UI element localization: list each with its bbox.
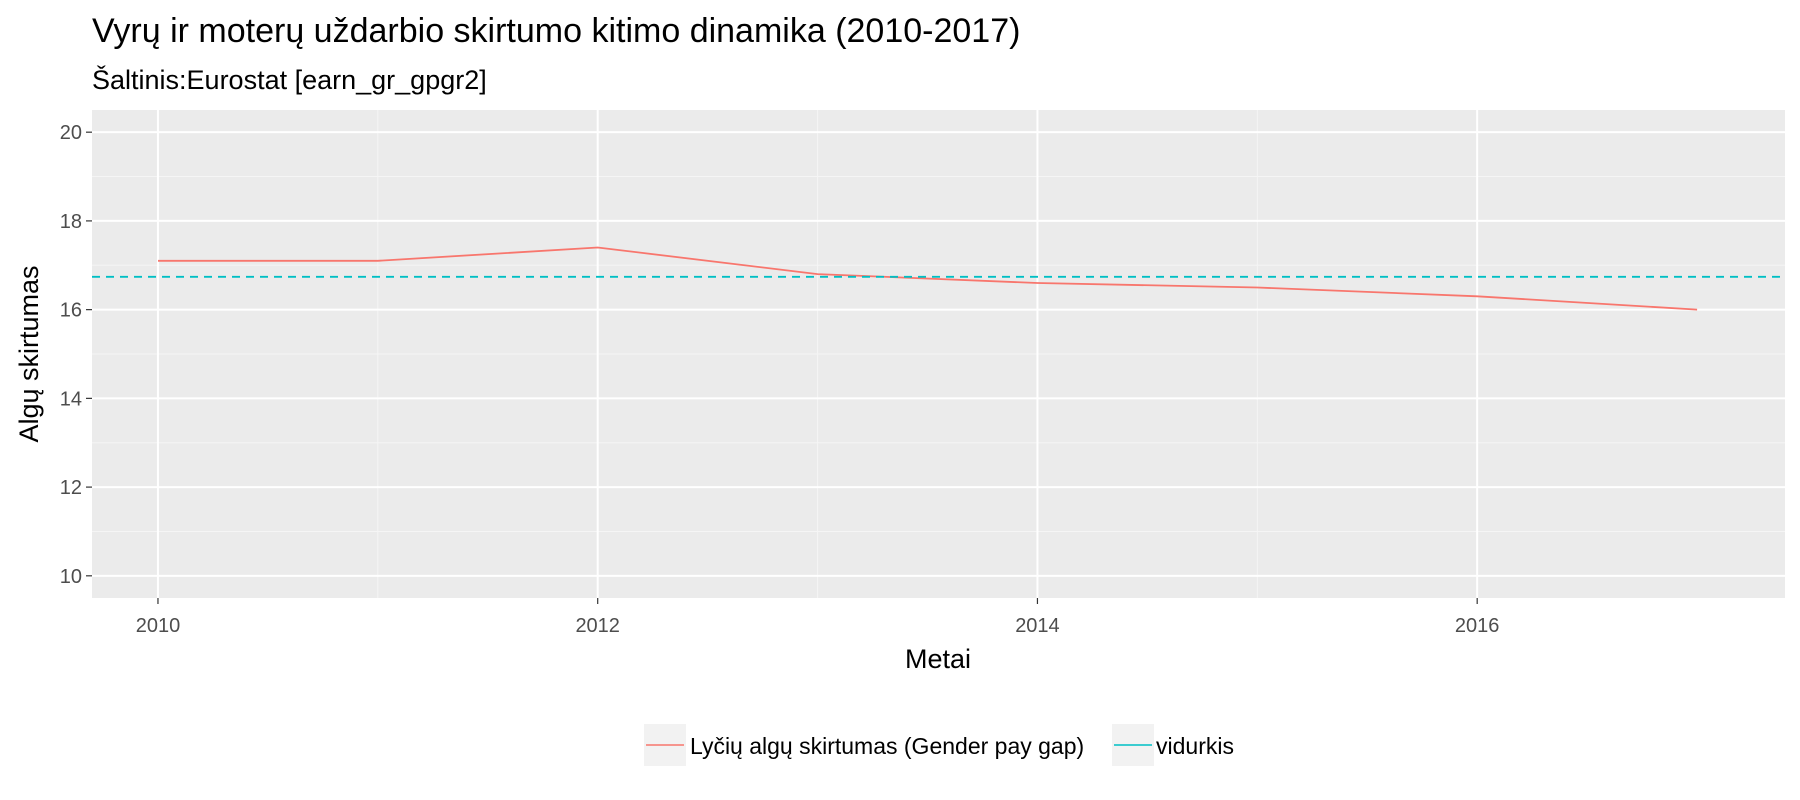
y-tick-label: 12 <box>60 477 82 499</box>
x-tick-label: 2012 <box>575 615 620 637</box>
x-tick-label: 2016 <box>1455 615 1500 637</box>
grid-minor <box>92 110 1785 598</box>
x-tick-label: 2014 <box>1015 615 1060 637</box>
series-line-0 <box>158 246 1698 311</box>
y-axis-ticks: 10 12 14 16 18 20 <box>60 122 92 588</box>
x-tick-label: 2010 <box>136 615 181 637</box>
chart-subtitle: Šaltinis:Eurostat [earn_gr_gpgr2] <box>92 64 487 95</box>
legend-label-gender-pay-gap: Lyčių algų skirtumas (Gender pay gap) <box>690 733 1084 759</box>
y-axis-title: Algų skirtumas <box>14 265 44 442</box>
y-tick-label: 18 <box>60 211 82 233</box>
y-tick-label: 10 <box>60 566 82 588</box>
y-tick-label: 16 <box>60 300 82 322</box>
y-tick-label: 14 <box>60 388 82 410</box>
legend: Lyčių algų skirtumas (Gender pay gap) vi… <box>644 724 1234 766</box>
y-tick-label: 20 <box>60 122 82 144</box>
legend-label-vidurkis: vidurkis <box>1156 733 1234 759</box>
grid-major <box>92 110 1785 598</box>
series-layer <box>92 246 1785 311</box>
x-axis-ticks: 2010 2012 2014 2016 <box>136 598 1500 637</box>
chart-title: Vyrų ir moterų uždarbio skirtumo kitimo … <box>92 12 1020 50</box>
x-axis-title: Metai <box>905 644 971 674</box>
